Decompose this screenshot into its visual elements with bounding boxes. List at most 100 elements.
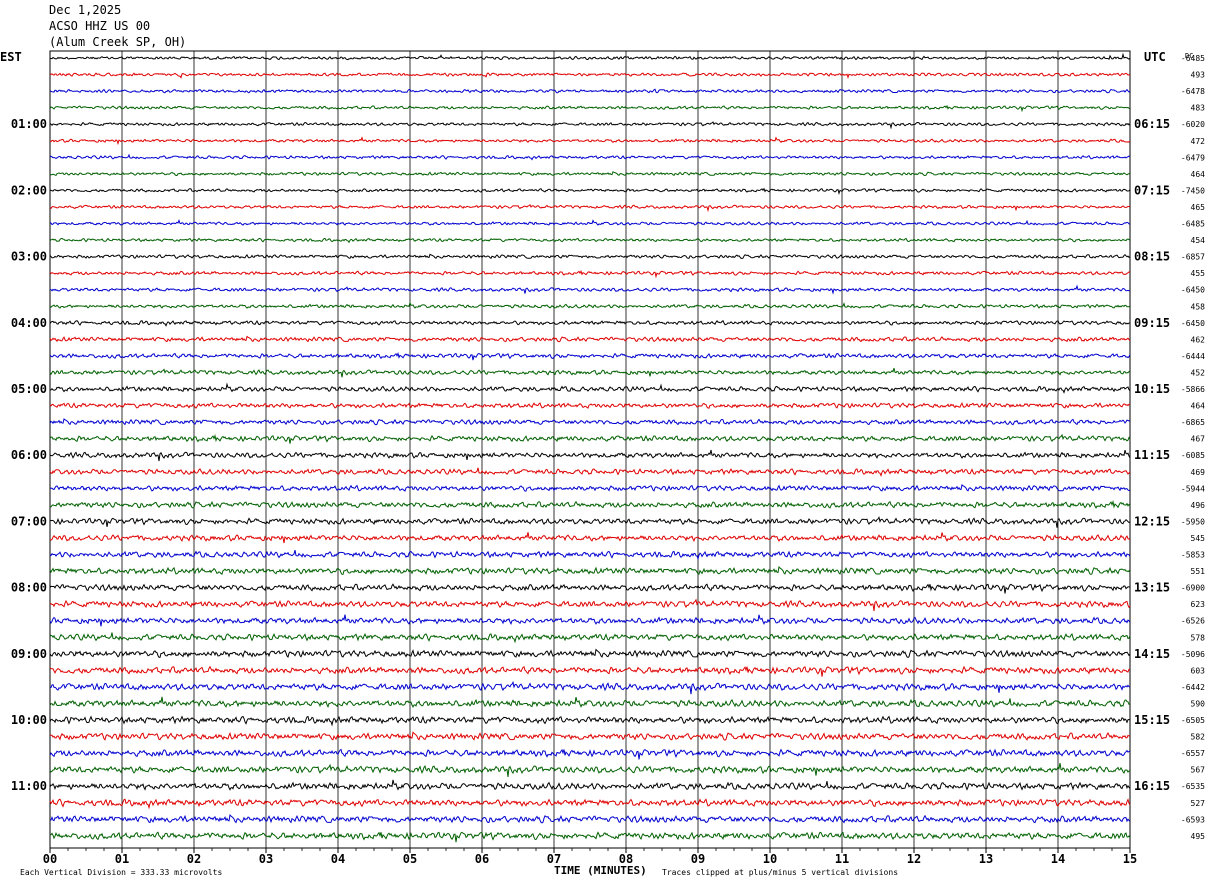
seismic-trace [49, 301, 1131, 309]
dc-offset-label: 472 [1191, 137, 1206, 146]
dc-offset-label: -6505 [1181, 716, 1205, 725]
dc-label: DC [1185, 52, 1193, 60]
dc-offset-label: -7450 [1181, 186, 1205, 195]
seismic-trace [49, 104, 1131, 113]
seismic-trace [49, 467, 1131, 478]
seismic-trace [49, 121, 1131, 130]
est-hour-label: 06:00 [11, 448, 47, 462]
utc-hour-label: 14:15 [1134, 647, 1170, 661]
seismic-trace [49, 798, 1131, 810]
seismic-trace [49, 418, 1131, 426]
est-hour-label: 10:00 [11, 713, 47, 727]
seismic-trace [49, 284, 1131, 295]
seismic-trace [49, 171, 1131, 177]
x-tick-label: 01 [115, 852, 129, 866]
dc-offset-label: -6442 [1181, 683, 1205, 692]
dc-offset-label: 495 [1191, 832, 1206, 841]
seismic-trace [49, 382, 1131, 394]
dc-offset-label: 527 [1191, 799, 1206, 808]
utc-hour-label: 16:15 [1134, 779, 1170, 793]
seismic-trace [49, 203, 1131, 213]
dc-offset-label: 493 [1191, 71, 1206, 80]
seismic-trace [49, 88, 1131, 94]
dc-offset-label: 496 [1191, 501, 1206, 510]
dc-offset-label: 582 [1191, 733, 1206, 742]
header-station: ACSO HHZ US 00 [49, 19, 151, 33]
seismic-trace [49, 72, 1131, 79]
dc-offset-label: 455 [1191, 269, 1206, 278]
dc-offset-label: -6450 [1181, 319, 1205, 328]
dc-offset-label: 590 [1191, 699, 1206, 708]
est-hour-label: 04:00 [11, 316, 47, 330]
seismic-trace [49, 831, 1131, 843]
dc-offset-label: -6900 [1181, 584, 1205, 593]
dc-offset-label: -6857 [1181, 253, 1205, 262]
dc-offset-label: 551 [1191, 567, 1206, 576]
utc-hour-label: 15:15 [1134, 713, 1170, 727]
x-tick-label: 04 [331, 852, 345, 866]
est-hour-label: 08:00 [11, 581, 47, 595]
est-hour-label: 03:00 [11, 250, 47, 264]
dc-offset-label: 603 [1191, 666, 1206, 675]
header-location: (Alum Creek SP, OH) [49, 35, 187, 49]
seismic-trace [49, 449, 1131, 462]
seismic-trace [49, 187, 1131, 196]
x-tick-label: 02 [187, 852, 201, 866]
utc-hour-label: 09:15 [1134, 316, 1170, 330]
dc-offset-label: 462 [1191, 335, 1206, 344]
dc-offset-label: -6535 [1181, 782, 1205, 791]
dc-offset-label: 567 [1191, 766, 1206, 775]
dc-offset-label: -5853 [1181, 551, 1205, 560]
dc-offset-label: -5096 [1181, 650, 1205, 659]
x-tick-label: 11 [835, 852, 849, 866]
seismic-trace [49, 483, 1131, 492]
seismic-trace [49, 762, 1131, 777]
seismic-trace [49, 136, 1131, 146]
seismic-trace [49, 367, 1131, 378]
seismic-trace [49, 270, 1131, 279]
seismic-trace [49, 433, 1131, 444]
seismic-trace [49, 253, 1131, 260]
dc-offset-label: 464 [1191, 402, 1206, 411]
dc-offset-label: -5944 [1181, 484, 1205, 493]
dc-offset-label: -6444 [1181, 352, 1205, 361]
utc-hour-label: 06:15 [1134, 117, 1170, 131]
seismic-trace [49, 402, 1131, 409]
utc-hour-label: 10:15 [1134, 382, 1170, 396]
dc-offset-label: 458 [1191, 302, 1206, 311]
seismic-trace [49, 153, 1131, 161]
dc-offset-label: -6020 [1181, 120, 1205, 129]
x-tick-label: 09 [691, 852, 705, 866]
dc-offset-label: 545 [1191, 534, 1206, 543]
seismic-trace [49, 648, 1131, 658]
header-date: Dec 1,2025 [49, 3, 122, 17]
x-tick-label: 15 [1123, 852, 1137, 866]
plot-frame [49, 50, 1131, 849]
x-axis-label: TIME (MINUTES) [554, 864, 647, 877]
dc-offset-label: -5866 [1181, 385, 1205, 394]
seismic-trace [49, 748, 1131, 760]
est-hour-label: 09:00 [11, 647, 47, 661]
x-tick-label: 05 [403, 852, 417, 866]
dc-offset-label: -5950 [1181, 517, 1205, 526]
right-timezone-label: UTC [1144, 50, 1166, 64]
dc-offset-label: 464 [1191, 170, 1206, 179]
seismic-trace [49, 614, 1131, 627]
dc-offset-label: -6450 [1181, 286, 1205, 295]
x-tick-label: 12 [907, 852, 921, 866]
est-hour-label: 07:00 [11, 514, 47, 528]
seismic-trace [49, 715, 1131, 727]
dc-offset-label: -6478 [1181, 87, 1205, 96]
dc-offset-label: -6593 [1181, 815, 1205, 824]
dc-offset-label: 454 [1191, 236, 1206, 245]
x-tick-label: 08 [619, 852, 633, 866]
seismic-trace [49, 352, 1131, 361]
utc-hour-label: 08:15 [1134, 250, 1170, 264]
est-hour-label: 02:00 [11, 183, 47, 197]
seismic-trace [49, 566, 1131, 575]
est-hour-label: 01:00 [11, 117, 47, 131]
est-hour-label: 11:00 [11, 779, 47, 793]
x-tick-label: 00 [43, 852, 57, 866]
seismic-trace [49, 320, 1131, 327]
seismic-trace [49, 549, 1131, 561]
